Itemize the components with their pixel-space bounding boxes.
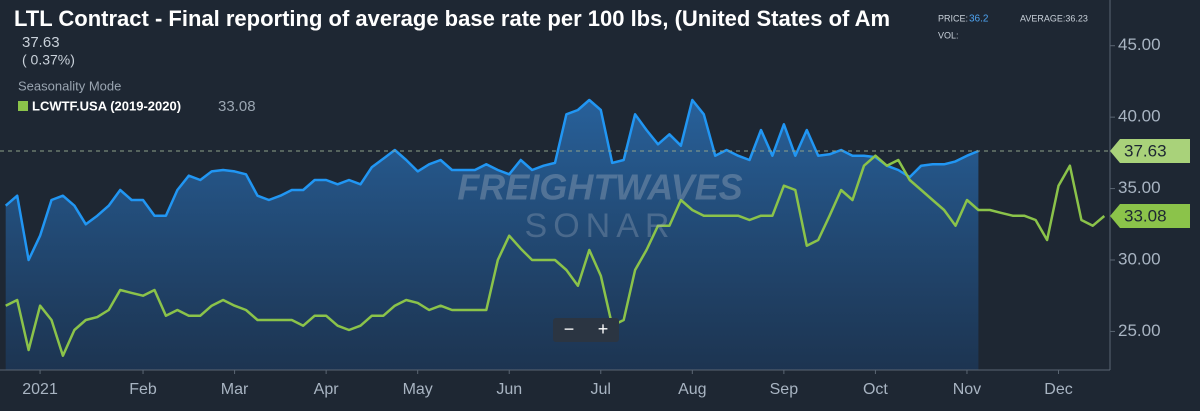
- tooltip-price: 36.2: [969, 14, 989, 25]
- x-tick-label: Mar: [221, 381, 249, 398]
- x-tick-label: Sep: [770, 381, 799, 398]
- x-tick-label: Apr: [314, 381, 340, 398]
- price-tag-label: 33.08: [1124, 206, 1167, 225]
- x-tick-label: Aug: [678, 381, 706, 398]
- tooltip-average: AVERAGE:36.23: [1020, 13, 1088, 23]
- x-tick-label: Dec: [1044, 381, 1072, 398]
- zoom-controls: [553, 318, 619, 342]
- x-tick-label: Jun: [496, 381, 522, 398]
- y-tick-label: 40.00: [1118, 107, 1161, 126]
- x-tick-label: Nov: [953, 381, 981, 398]
- x-tick-label: 2021: [22, 381, 58, 398]
- x-tick-label: Feb: [129, 381, 157, 398]
- watermark: FREIGHTWAVES: [457, 167, 742, 208]
- y-tick-label: 25.00: [1118, 321, 1161, 340]
- legend-value: 33.08: [218, 98, 256, 115]
- y-tick-label: 45.00: [1118, 35, 1161, 54]
- legend-name[interactable]: LCWTF.USA (2019-2020): [32, 98, 181, 113]
- x-tick-label: Oct: [863, 381, 888, 398]
- price-tag-label: 37.63: [1124, 141, 1167, 160]
- line: [5, 154, 1106, 357]
- zoom-out[interactable]: −: [564, 319, 575, 339]
- y-tick-label: 35.00: [1118, 178, 1161, 197]
- tooltip-vol: VOL:: [938, 30, 959, 40]
- change: ( 0.37%): [22, 52, 75, 68]
- title: LTL Contract - Final reporting of averag…: [14, 6, 890, 31]
- x-tick-label: Jul: [591, 381, 611, 398]
- price-tag: [1110, 204, 1190, 228]
- mode: Seasonality Mode: [18, 78, 121, 93]
- zoom-in[interactable]: +: [598, 319, 609, 339]
- area: [5, 100, 979, 370]
- price-tag: [1110, 139, 1190, 163]
- y-tick-label: 30.00: [1118, 249, 1161, 268]
- x-tick-label: May: [403, 381, 433, 398]
- tooltip-label: PRICE:: [938, 13, 968, 23]
- legend-swatch: [18, 101, 28, 111]
- watermark: SONAR: [525, 207, 676, 245]
- price: 37.63: [22, 34, 60, 51]
